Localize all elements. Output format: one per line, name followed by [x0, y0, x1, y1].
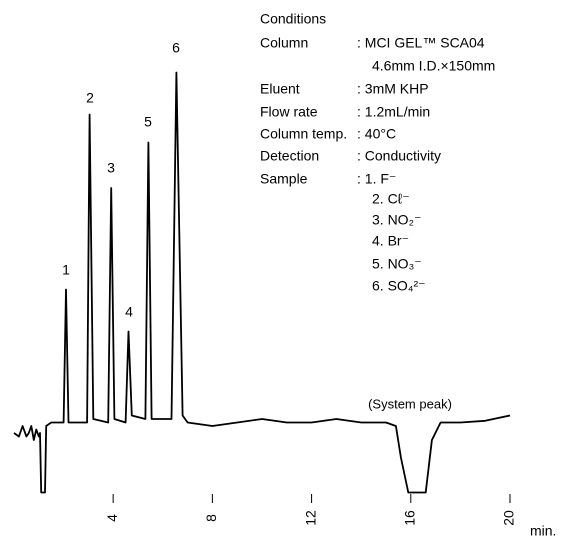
condition-value: : 1. F⁻ — [357, 171, 396, 187]
peak-label: 1 — [62, 262, 70, 278]
condition-value: 3. NO₂⁻ — [372, 212, 421, 228]
peak-label: 4 — [125, 304, 133, 320]
x-tick-label: 16 — [401, 510, 417, 526]
peak-label: 6 — [172, 40, 180, 56]
condition-value: : 40°C — [357, 126, 396, 142]
conditions: Conditions Column : MCI GEL™ SCA04 4.6mm I… — [260, 11, 495, 294]
peak-label: 5 — [144, 114, 152, 130]
condition-value: 4. Br⁻ — [372, 233, 409, 249]
x-tick-label: 8 — [203, 514, 219, 522]
condition-value: 4.6mm I.D.×150mm — [372, 58, 495, 74]
conditions-heading: Conditions — [260, 11, 326, 27]
condition-label: Detection — [260, 148, 319, 164]
condition-value: 2. Cℓ⁻ — [372, 191, 410, 207]
trace — [13, 71, 511, 494]
condition-value: : 3mM KHP — [357, 81, 429, 97]
x-tick-label: 20 — [501, 510, 517, 526]
condition-label: Column — [260, 35, 308, 51]
condition-value: : Conductivity — [357, 148, 441, 164]
condition-value: 6. SO₄²⁻ — [372, 278, 426, 294]
condition-label: Column temp. — [260, 126, 347, 142]
condition-label: Flow rate — [260, 104, 318, 120]
condition-value: : 1.2mL/min — [357, 104, 430, 120]
x-tick-label: 12 — [302, 510, 318, 526]
condition-value: 5. NO₃⁻ — [372, 256, 422, 272]
x-axis-label: min. — [530, 523, 556, 538]
condition-value: : MCI GEL™ SCA04 — [357, 35, 485, 51]
x-tick-label: 4 — [104, 514, 120, 522]
condition-label: Eluent — [260, 81, 300, 97]
peak-label: 3 — [107, 160, 115, 176]
annotation: (System peak) — [368, 396, 452, 411]
peak-label: 2 — [86, 90, 94, 106]
condition-label: Sample — [260, 171, 308, 187]
